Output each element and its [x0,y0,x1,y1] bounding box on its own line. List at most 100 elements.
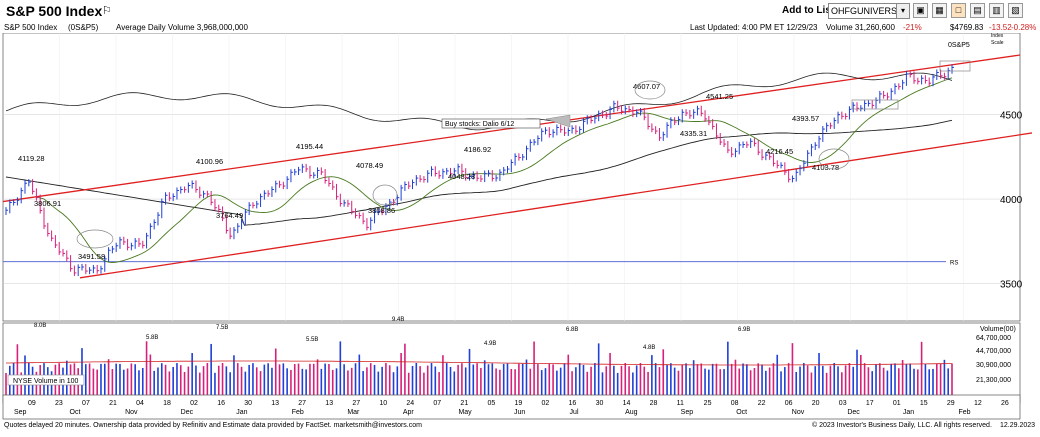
x-day-label: 25 [704,400,712,407]
volume-peak-label: 6.9B [738,327,750,333]
x-day-label: 01 [893,400,901,407]
x-day-label: 03 [839,400,847,407]
volume-peak-label: 6.8B [566,327,578,333]
price-annotation: 3808.86 [368,206,395,215]
volume-peak-label: 4.9B [484,341,496,347]
volume-axis-title: Volume(00) [980,326,1016,333]
grid-icon[interactable]: ▦ [932,3,947,18]
y-axis: 3500 4000 4500 [1000,110,1023,290]
add-to-list-icon[interactable]: ▣ [913,3,928,18]
x-day-label: 30 [244,400,252,407]
x-day-label: 19 [514,400,522,407]
x-day-label: 14 [623,400,631,407]
ma50-line [36,77,953,263]
add-to-list-label: Add to List: [782,5,838,16]
footer-date: 12.29.2023 [1000,422,1036,429]
low-circle [76,229,114,249]
volume-peak-label: 7.5B [216,325,228,331]
x-day-label: 16 [217,400,225,407]
base-box [851,99,899,110]
price-annotation: 3764.49 [216,211,243,220]
toolbar: S&P 500 Index ⚐ Add to List: OHFGUNIVERS… [0,0,1040,22]
y-tick-label: 4000 [1000,195,1023,206]
list-select[interactable]: OHFGUNIVERSE [828,3,903,19]
x-day-label: 23 [55,400,63,407]
alert-icon[interactable]: □ [951,3,966,18]
price-annotation: 4335.31 [680,129,707,138]
x-day-label: 28 [650,400,658,407]
x-month-label: Dec [847,409,860,416]
x-month-label: Mar [347,409,360,416]
x-month-label: Oct [70,409,81,416]
flag-icon[interactable]: ⚐ [102,5,112,17]
footer-disclaimer: Quotes delayed 20 minutes. Ownership dat… [4,422,422,429]
x-day-label: 04 [136,400,144,407]
price-annotation: 3491.58 [78,252,105,261]
x-month-label: Nov [792,409,805,416]
page-title: S&P 500 Index [6,3,103,19]
pct-change: -0.28% [1011,23,1037,32]
x-month-label: Dec [181,409,194,416]
x-day-label: 30 [596,400,604,407]
note-text: Buy stocks: Dalio 6/12 [445,121,514,128]
price-annotation: 4119.28 [18,154,45,163]
y-tick-label: 3500 [1000,280,1023,291]
volume-tick-label: 64,700,000 [976,335,1011,342]
price-annotation: 4048.28 [448,172,475,181]
x-day-label: 27 [298,400,306,407]
x-day-label: 26 [1001,400,1009,407]
x-day-label: 02 [542,400,550,407]
avg-volume: Average Daily Volume 3,968,000,000 [116,23,248,32]
grid: RS [3,33,1020,321]
share-icon[interactable]: ▧ [1008,3,1023,18]
rs-label: RS [950,261,958,267]
x-month-label: Jun [514,409,525,416]
volume-tick-label: 44,700,000 [976,348,1011,355]
mar-low-circle [372,184,398,206]
x-day-label: 15 [920,400,928,407]
x-axis: 09 23 07 21 04 18 02 16 30 13 27 13 27 10 24 07 21 05 19 02… [14,400,1009,416]
chevron-down-icon[interactable]: ▾ [896,3,910,19]
x-day-label: 17 [866,400,874,407]
volume-tick-label: 30,900,000 [976,362,1011,369]
x-day-label: 05 [487,400,495,407]
x-day-label: 13 [325,400,333,407]
x-day-label: 24 [406,400,414,407]
oct-low-circle [818,148,850,170]
lower-channel-line [79,132,1033,279]
x-day-label: 07 [82,400,90,407]
x-month-label: Aug [625,409,638,416]
price-annotations: 4119.28 3806.91 3491.58 4100.96 3764.49 4195.… [18,60,971,261]
volume-average-line [6,360,952,366]
x-day-label: 27 [352,400,360,407]
index-label: 0S&P5 [948,42,970,49]
volume-value: Volume 31,260,600 [826,23,895,32]
y-tick-label: 4500 [1000,110,1023,121]
x-month-label: Feb [292,409,304,416]
price-annotation: 4541.25 [706,92,733,101]
x-day-label: 11 [677,400,684,407]
x-day-label: 10 [379,400,387,407]
print-icon[interactable]: ▥ [989,3,1004,18]
price: $4769.83 [950,23,984,32]
price-annotation: 4393.57 [792,114,819,123]
footer: Quotes delayed 20 minutes. Ownership dat… [0,420,1040,434]
symbol: (0S&P5) [68,23,99,32]
volume-tick-label: 21,300,000 [976,377,1011,384]
x-month-label: Apr [403,409,415,416]
footer-copyright: © 2023 Investor's Business Daily, LLC. A… [812,422,992,429]
x-axis-panel [2,394,1021,420]
price-annotation: 4100.96 [196,157,223,166]
note-icon[interactable]: ▤ [970,3,985,18]
x-month-label: Nov [125,409,138,416]
index-sub-label: Index [991,33,1004,39]
price-annotation: 4216.45 [766,147,793,156]
volume-label: NYSE Volume in 100 [13,378,78,385]
volume-peak-label: 8.0B [34,323,46,329]
volume-peak-label: 4.8B [643,345,655,351]
x-month-label: Jan [903,409,914,416]
x-day-label: 13 [271,400,279,407]
price-annotation: 4607.07 [633,82,660,91]
